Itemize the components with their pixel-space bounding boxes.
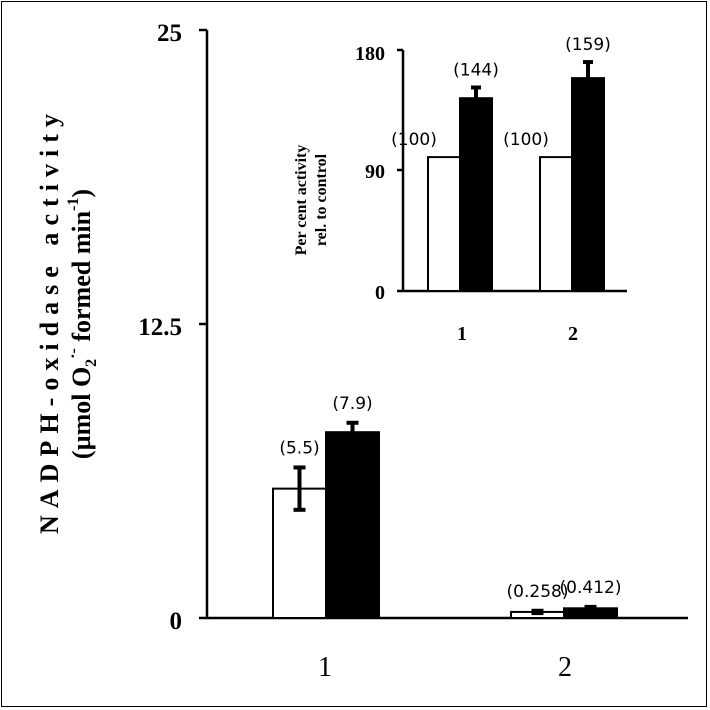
inset-chart: 180 90 0 1 2 Per cent activity rel. to c… [293,35,627,345]
ylabel-part-minus: - [65,348,82,353]
ylabel-part-dot: · [65,353,82,358]
main-xtick-label-1: 1 [318,652,332,683]
ylabel-part-sub2: 2 [83,359,100,367]
inset-y-axis-title: Per cent activity rel. to control [293,145,330,256]
inset-ylabel-line1: Per cent activity [293,145,310,256]
inset-bar-cat2-series1 [539,156,573,292]
main-data-label-cat2-series1: (0.258) [507,582,569,602]
ylabel-part-formed: formed min [67,210,96,348]
main-bar-cat2-series2 [563,607,618,619]
main-data-label-cat2-series2: (0.412) [560,578,622,598]
inset-data-label-cat2-series1: (100) [503,130,549,150]
ylabel-part-sup: -1 [65,198,82,211]
ylabel-part-close: ) [67,189,96,198]
main-bars: (5.5) (7.9) (0.258)(0.412) [272,394,622,620]
main-data-label-cat1-series2: (7.9) [332,394,372,414]
main-xtick-label-2: 2 [558,652,572,683]
inset-data-label-cat1-series2: (144) [453,60,499,80]
main-ytick-label-0: 0 [170,608,183,635]
inset-xtick-label-2: 2 [568,323,578,345]
inset-xtick-label-1: 1 [457,323,467,345]
main-ytick-label-12.5: 12.5 [138,314,182,341]
main-ylabel-line2: (µmol O2·- formed min-1) [65,189,100,459]
inset-bars: (100) (144) (100) (159) [391,35,611,292]
main-ylabel-line1: NADPH-oxidase activity [35,114,64,534]
inset-data-label-cat1-series1: (100) [391,130,437,150]
inset-data-label-cat2-series2: (159) [565,35,611,55]
inset-bar-cat2-series2 [571,77,605,292]
inset-ytick-label-180: 180 [355,43,385,65]
inset-bar-cat1-series2 [459,97,493,292]
inset-ylabel-line2: rel. to control [313,153,330,246]
ylabel-part-open: (µmol O [67,367,96,459]
inset-bar-cat1-series1 [427,156,461,292]
inset-ytick-label-90: 90 [365,161,385,183]
main-y-axis-title: NADPH-oxidase activity (µmol O2·- formed… [35,114,100,534]
main-ytick-label-25: 25 [157,20,182,47]
main-bar-cat1-series2 [325,431,380,619]
main-data-label-cat1-series1: (5.5) [279,438,319,458]
inset-ytick-label-0: 0 [375,282,385,304]
